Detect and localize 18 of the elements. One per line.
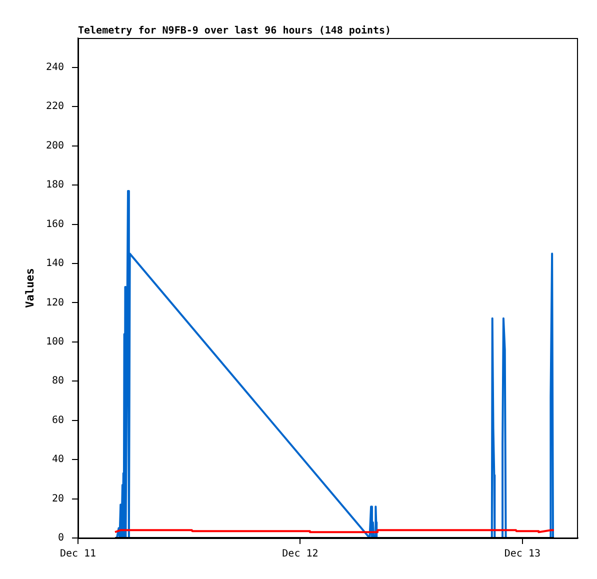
x-tick-label: Dec 12 xyxy=(282,548,318,560)
y-tick-label: 120 xyxy=(46,297,64,308)
y-tick-label: 20 xyxy=(52,493,64,504)
y-tick-label: 60 xyxy=(52,414,64,426)
x-tick-label: Dec 13 xyxy=(504,548,541,560)
y-tick-label: 160 xyxy=(46,218,64,230)
chart-title: Telemetry for N9FB-9 over last 96 hours (148 points) xyxy=(78,24,392,37)
y-axis-title: Values xyxy=(23,268,36,308)
y-tick-label: 220 xyxy=(46,101,64,112)
y-tick-label: 40 xyxy=(52,454,64,466)
y-tick-label: 180 xyxy=(46,180,64,191)
y-tick-label: 200 xyxy=(46,140,64,152)
y-tick-label: 0 xyxy=(58,532,64,544)
x-tick-label: Dec 11 xyxy=(60,548,96,560)
y-tick-label: 80 xyxy=(52,376,64,387)
y-tick-label: 240 xyxy=(46,62,64,74)
y-tick-label: 140 xyxy=(46,258,64,270)
y-tick-label: 100 xyxy=(46,336,64,348)
